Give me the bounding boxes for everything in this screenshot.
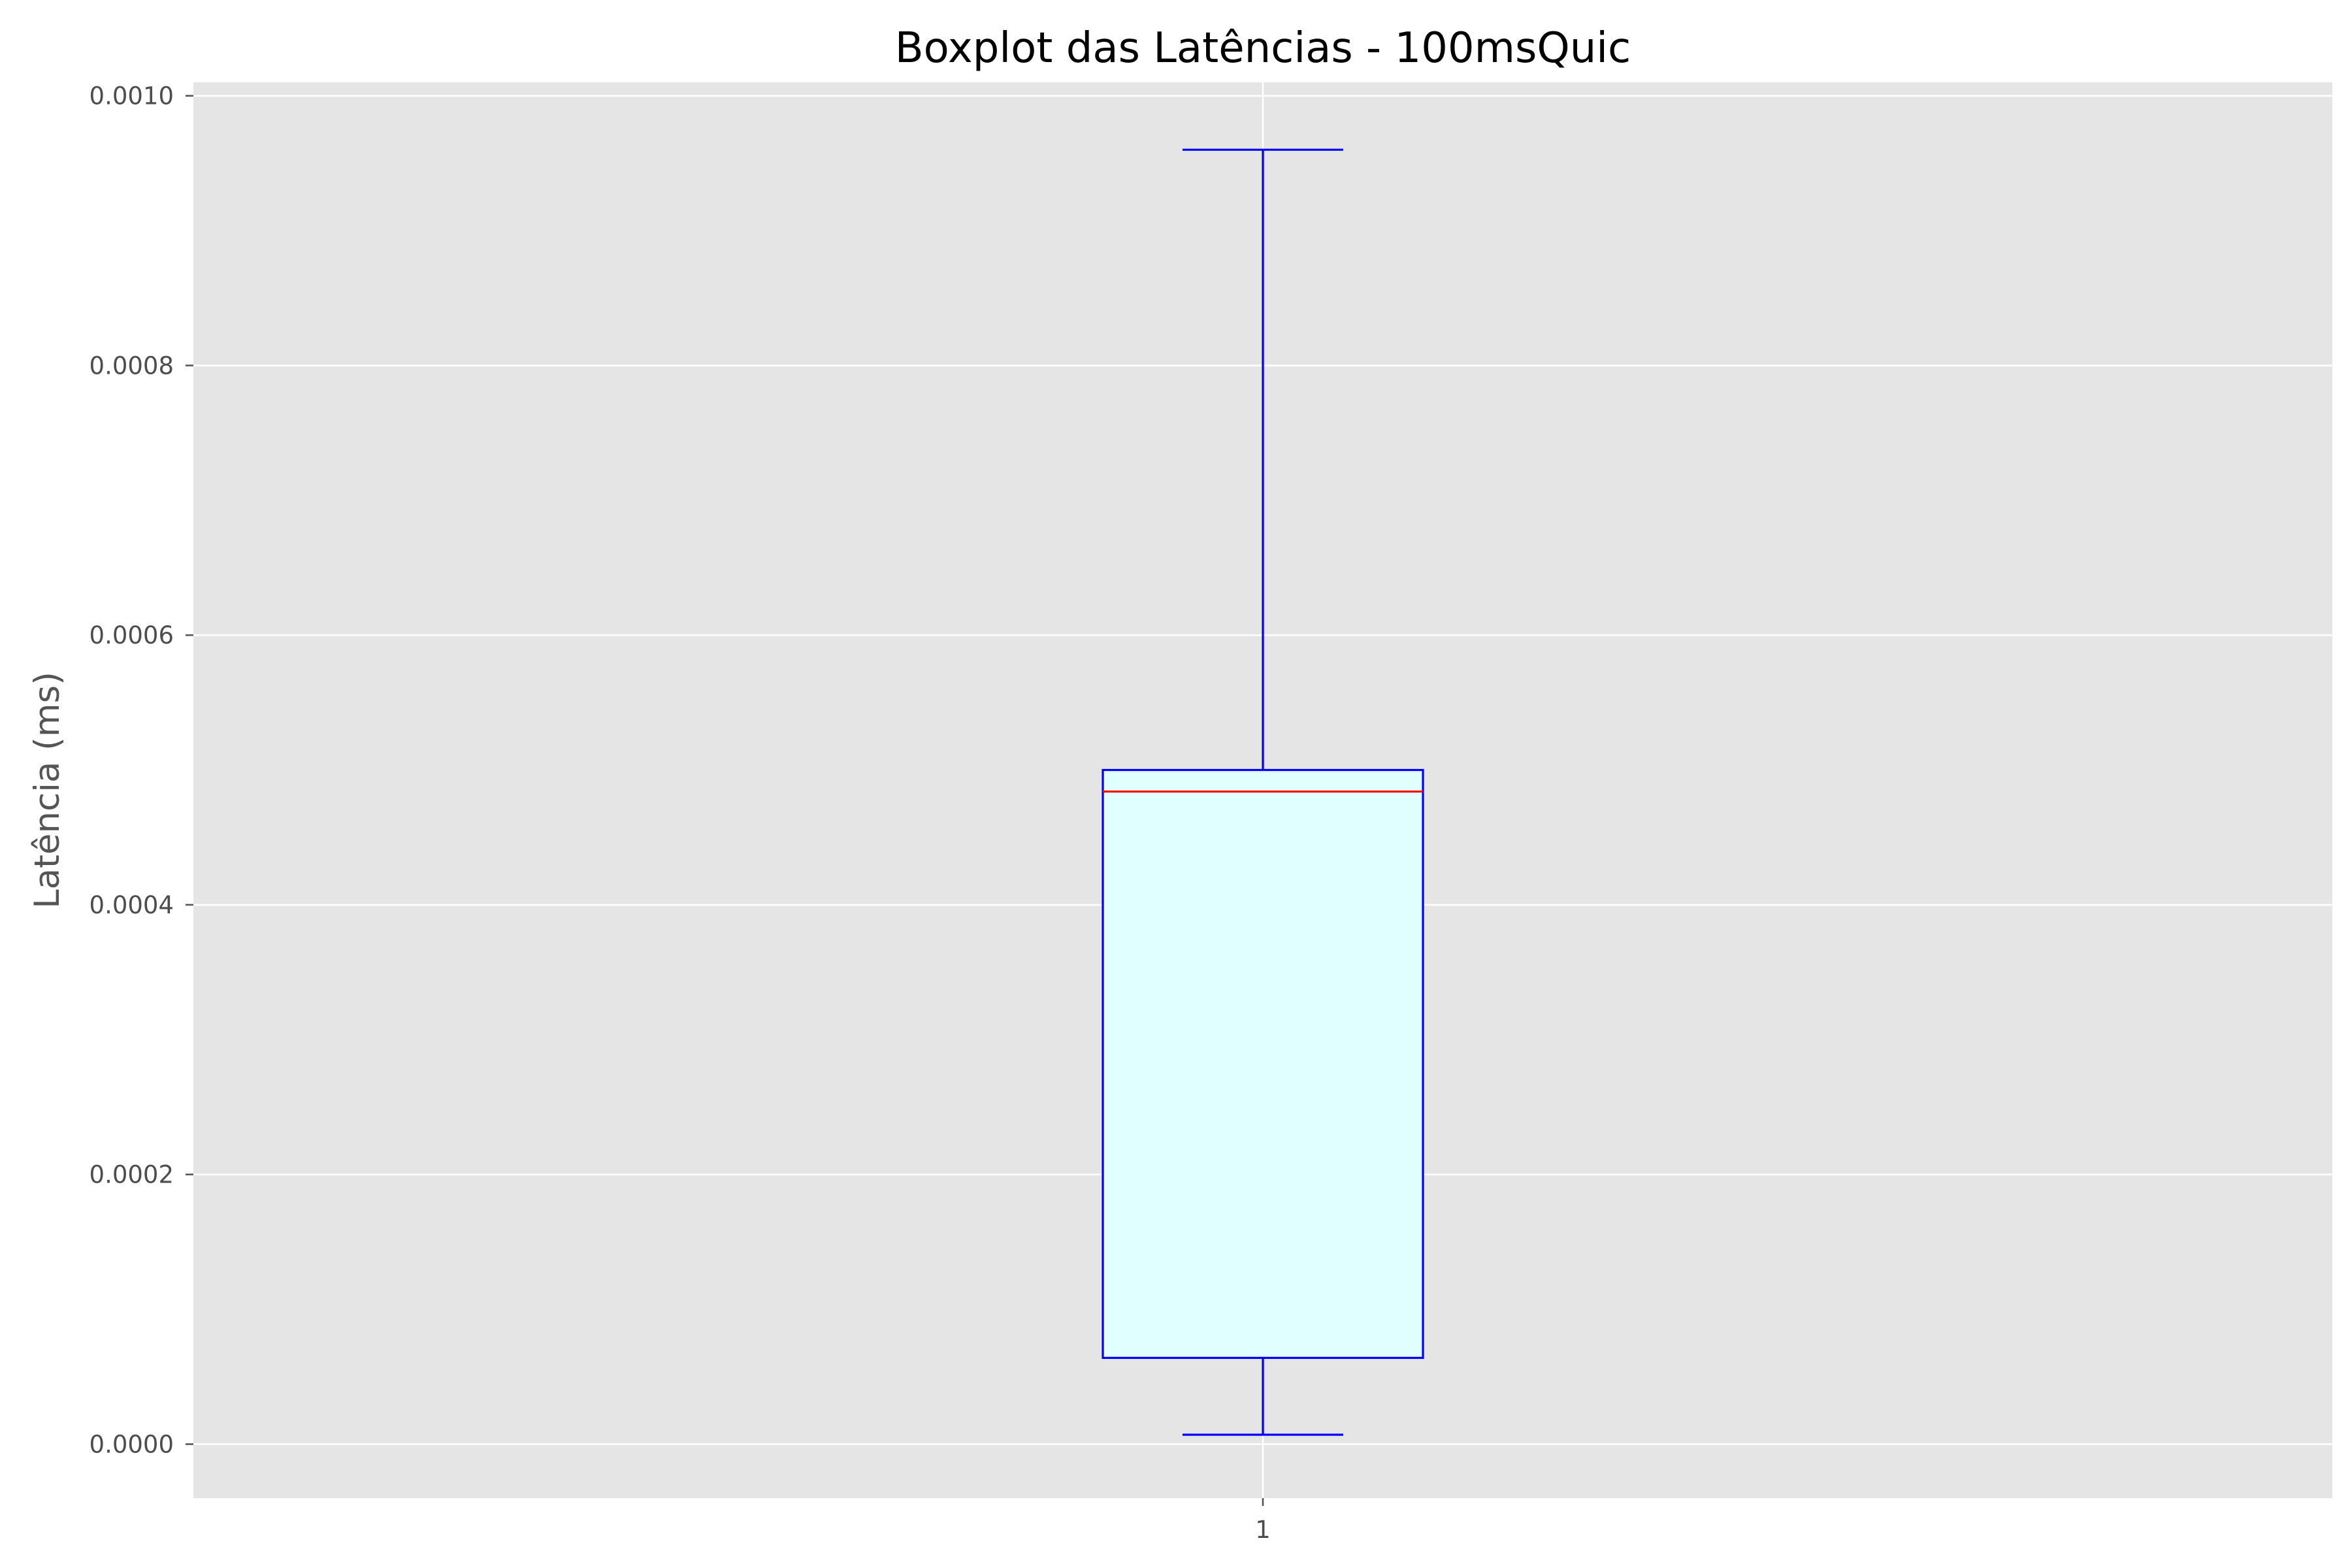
box-group <box>1102 148 1424 1436</box>
box-iqr <box>1102 768 1424 1359</box>
axis-ticks: 0.0000 0.0002 0.0004 0.0006 0.0008 0.0010 1 <box>90 82 1271 1544</box>
y-axis-label: Latência (ms) <box>27 672 67 909</box>
y-tick-label: 0.0002 <box>90 1161 174 1189</box>
y-tick-label: 0.0010 <box>90 82 174 110</box>
y-tick-label: 0.0006 <box>90 621 174 649</box>
y-tick-label: 0.0008 <box>90 351 174 380</box>
y-tick-label: 0.0004 <box>90 891 174 919</box>
x-tick-label: 1 <box>1255 1516 1271 1544</box>
y-tick-label: 0.0000 <box>90 1430 174 1458</box>
chart-title: Boxplot das Latências - 100msQuic <box>895 24 1631 73</box>
